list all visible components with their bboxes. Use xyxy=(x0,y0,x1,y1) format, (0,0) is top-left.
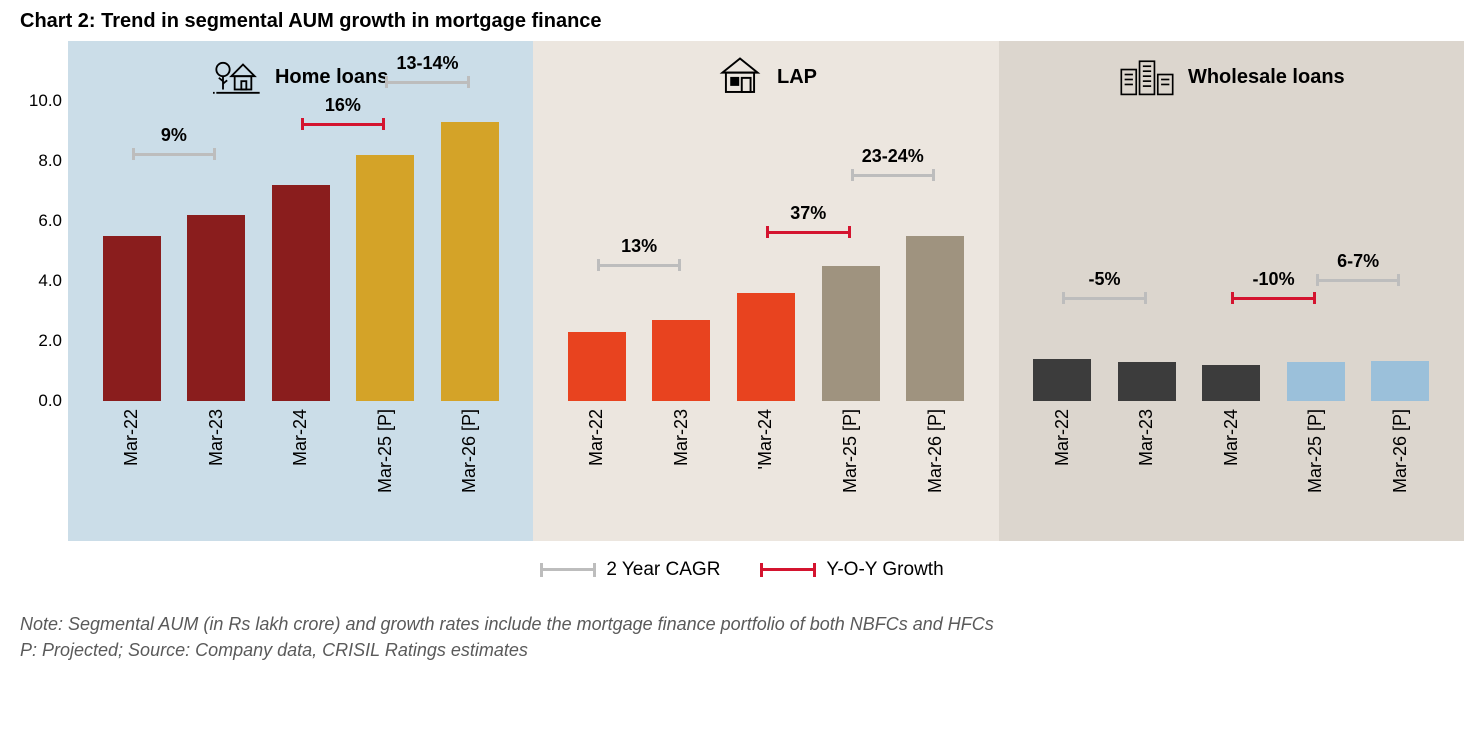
x-label: Mar-24 xyxy=(272,409,330,541)
bracket-label: 23-24% xyxy=(862,146,924,167)
panels-row: Home loans 9% 16% 13-14% xyxy=(68,41,1464,541)
y-tick: 4.0 xyxy=(38,271,62,291)
plot-area: 13% 37% 23-24% xyxy=(533,101,998,401)
plot-area: 9% 16% 13-14% xyxy=(68,101,533,401)
legend-cagr-label: 2 Year CAGR xyxy=(606,559,720,581)
note-line: P: Projected; Source: Company data, CRIS… xyxy=(20,637,1464,663)
legend-yoy-label: Y-O-Y Growth xyxy=(826,559,943,581)
bar xyxy=(356,155,414,401)
panel-header: Wholesale loans xyxy=(999,41,1464,101)
bar xyxy=(568,332,626,401)
note-line: Note: Segmental AUM (in Rs lakh crore) a… xyxy=(20,611,1464,637)
bracket-line-icon xyxy=(766,226,851,238)
bracket-label: 16% xyxy=(325,95,361,116)
x-label: Mar-26 [P] xyxy=(906,409,964,541)
bracket-line-icon xyxy=(851,169,936,181)
bar xyxy=(187,215,245,401)
lap-house-icon xyxy=(715,55,765,99)
chart-title: Chart 2: Trend in segmental AUM growth i… xyxy=(20,10,1464,33)
bracket-line-icon xyxy=(301,118,386,130)
bar xyxy=(103,236,161,401)
x-label: Mar-24 xyxy=(1202,409,1260,541)
bar xyxy=(272,185,330,401)
legend-yoy: Y-O-Y Growth xyxy=(760,559,943,581)
bracket-label: 13-14% xyxy=(396,53,458,74)
x-label: Mar-25 [P] xyxy=(1287,409,1345,541)
x-label: Mar-26 [P] xyxy=(441,409,499,541)
x-label: Mar-22 xyxy=(1033,409,1091,541)
legend-yoy-bracket-icon xyxy=(760,563,816,577)
bar xyxy=(1202,365,1260,401)
bar xyxy=(652,320,710,401)
buildings-icon xyxy=(1118,55,1176,99)
y-tick: 0.0 xyxy=(38,391,62,411)
y-axis: 0.02.04.06.08.010.0 xyxy=(20,101,68,401)
x-label: Mar-23 xyxy=(1118,409,1176,541)
legend-cagr-bracket-icon xyxy=(540,563,596,577)
bar xyxy=(1287,362,1345,401)
yoy-bracket: -10% xyxy=(1231,269,1316,304)
x-label: 'Mar-24 xyxy=(737,409,795,541)
bar xyxy=(1033,359,1091,401)
x-label: Mar-23 xyxy=(652,409,710,541)
cagr-bracket: 23-24% xyxy=(851,146,936,181)
cagr-bracket: -5% xyxy=(1062,269,1147,304)
cagr-bracket: 6-7% xyxy=(1316,251,1401,286)
bar xyxy=(906,236,964,401)
bracket-label: 9% xyxy=(161,125,187,146)
bracket-line-icon xyxy=(1316,274,1401,286)
yoy-bracket: 16% xyxy=(301,95,386,130)
panel-title: Wholesale loans xyxy=(1188,66,1345,89)
yoy-bracket: 37% xyxy=(766,203,851,238)
legend-cagr: 2 Year CAGR xyxy=(540,559,720,581)
bar xyxy=(737,293,795,401)
bar xyxy=(822,266,880,401)
y-tick: 6.0 xyxy=(38,211,62,231)
bracket-label: 13% xyxy=(621,236,657,257)
y-tick: 2.0 xyxy=(38,331,62,351)
panel-title: Home loans xyxy=(275,66,388,89)
x-label: Mar-25 [P] xyxy=(822,409,880,541)
bracket-line-icon xyxy=(1231,292,1316,304)
bracket-line-icon xyxy=(597,259,682,271)
bar xyxy=(1118,362,1176,401)
x-label: Mar-25 [P] xyxy=(356,409,414,541)
bracket-label: -10% xyxy=(1253,269,1295,290)
x-label: Mar-26 [P] xyxy=(1371,409,1429,541)
cagr-bracket: 9% xyxy=(132,125,217,160)
x-label: Mar-22 xyxy=(568,409,626,541)
x-label: Mar-23 xyxy=(187,409,245,541)
bracket-line-icon xyxy=(132,148,217,160)
legend: 2 Year CAGR Y-O-Y Growth xyxy=(20,559,1464,581)
bracket-label: 6-7% xyxy=(1337,251,1379,272)
x-labels: Mar-22 Mar-23 Mar-24 Mar-25 [P] Mar-26 [P] xyxy=(68,401,533,541)
bar xyxy=(1371,361,1429,402)
x-labels: Mar-22 Mar-23 Mar-24 Mar-25 [P] Mar-26 [P] xyxy=(999,401,1464,541)
y-tick: 10.0 xyxy=(29,91,62,111)
panel-wholesale-loans: Wholesale loans -5% -10% 6-7% xyxy=(999,41,1464,541)
bracket-label: -5% xyxy=(1088,269,1120,290)
plot-area: -5% -10% 6-7% xyxy=(999,101,1464,401)
y-tick: 8.0 xyxy=(38,151,62,171)
cagr-bracket: 13% xyxy=(597,236,682,271)
chart-notes: Note: Segmental AUM (in Rs lakh crore) a… xyxy=(20,611,1464,663)
bar xyxy=(441,122,499,401)
bracket-line-icon xyxy=(385,76,470,88)
x-label: Mar-22 xyxy=(103,409,161,541)
panel-title: LAP xyxy=(777,66,817,89)
chart-area: 0.0 2.0 4.0 6.0 8.0 10.0 Home loans 9% xyxy=(20,41,1464,541)
x-labels: Mar-22 Mar-23 'Mar-24 Mar-25 [P] Mar-26 [P] xyxy=(533,401,998,541)
panel-home-loans: Home loans 9% 16% 13-14% xyxy=(68,41,533,541)
cagr-bracket: 13-14% xyxy=(385,53,470,88)
home-tree-icon xyxy=(213,55,263,99)
panel-lap: LAP 13% 37% 23-24% Mar-2 xyxy=(533,41,998,541)
bracket-label: 37% xyxy=(790,203,826,224)
panel-header: LAP xyxy=(533,41,998,101)
bracket-line-icon xyxy=(1062,292,1147,304)
